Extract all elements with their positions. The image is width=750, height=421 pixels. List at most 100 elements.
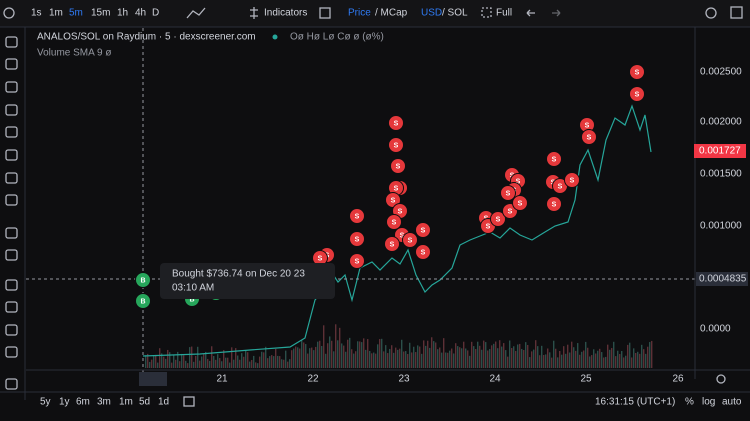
volume-bar [307,353,309,368]
volume-bar [459,347,461,368]
redo-icon[interactable] [552,9,561,17]
volume-bar [587,347,589,368]
interval-button[interactable]: D [152,8,159,19]
trade-marker[interactable] [384,236,400,252]
interval-button[interactable]: 1h [117,8,128,19]
trade-marker[interactable] [415,222,431,238]
scale-option[interactable]: log [702,397,715,408]
range-button[interactable]: 5y [40,397,51,408]
interval-button[interactable]: 1s [31,8,42,19]
volume-bar [533,349,535,368]
layout-icon[interactable] [319,7,331,19]
tool-icon[interactable] [5,36,18,48]
volume-bar [493,343,495,368]
trade-marker[interactable] [388,137,404,153]
scale-option[interactable]: % [685,397,694,408]
trade-marker[interactable] [388,115,404,131]
trade-marker[interactable] [490,211,506,227]
trade-marker[interactable] [349,253,365,269]
tool-icon[interactable] [5,346,18,358]
volume-bar [557,357,559,368]
fullscreen-icon[interactable] [481,7,492,18]
trade-marker[interactable] [512,195,528,211]
trade-marker[interactable] [629,64,645,80]
tool-icon[interactable] [5,324,18,336]
screenshot-icon[interactable] [730,6,743,19]
usd-toggle[interactable]: USD [421,8,442,19]
trade-marker[interactable] [402,232,418,248]
undo-icon[interactable] [526,9,535,17]
trade-marker[interactable] [546,151,562,167]
volume-bar [561,354,563,368]
trade-marker[interactable] [546,196,562,212]
tool-icon[interactable] [5,279,18,291]
range-button[interactable]: 6m [76,397,90,408]
range-button[interactable]: 1m [119,397,133,408]
indicators-icon[interactable] [250,7,258,19]
trade-marker[interactable] [135,293,151,309]
volume-bar [315,346,317,368]
volume-bar [343,345,345,368]
volume-bar [353,353,355,368]
volume-bar [645,353,647,368]
trade-marker[interactable] [386,214,402,230]
mcap-toggle[interactable]: / MCap [375,8,408,19]
volume-bar [463,341,465,368]
tool-icon[interactable] [5,172,18,184]
volume-bar [367,339,369,368]
trade-marker[interactable] [415,244,431,260]
volume-bar [193,361,195,368]
trade-marker[interactable] [349,208,365,224]
volume-bar [633,348,635,368]
range-button[interactable]: 5d [139,397,150,408]
volume-bar [227,357,229,368]
trade-marker[interactable] [349,231,365,247]
price-toggle[interactable]: Price [348,8,371,19]
indicators-button[interactable]: Indicators [264,8,307,19]
date-range-icon[interactable] [183,396,195,407]
trade-marker[interactable] [564,172,580,188]
sol-toggle[interactable]: / SOL [442,8,468,19]
volume-bar [247,352,249,368]
trade-marker[interactable] [390,158,406,174]
tool-icon[interactable] [5,58,18,70]
volume-bar [621,350,623,368]
tool-icon[interactable] [5,227,18,239]
trade-marker[interactable] [500,185,516,201]
tool-icon[interactable] [5,301,18,313]
scale-option[interactable]: auto [722,397,742,408]
trade-marker[interactable] [135,272,151,288]
volume-bar [273,356,275,368]
volume-bar [501,346,503,368]
marker-label: S [396,163,401,170]
range-button[interactable]: 1y [59,397,70,408]
volume-bar [173,355,175,368]
axis-settings-icon[interactable] [716,374,726,384]
volume-bar [267,358,269,368]
interval-button[interactable]: 1m [49,8,63,19]
interval-button[interactable]: 4h [135,8,146,19]
tool-icon[interactable] [5,194,18,206]
tool-icon[interactable] [5,149,18,161]
trade-marker[interactable] [629,86,645,102]
marker-label: S [421,249,426,256]
chart-type-icon[interactable] [186,7,206,19]
tool-icon[interactable] [5,104,18,116]
range-button[interactable]: 3m [97,397,111,408]
volume-bar [363,338,365,368]
tool-icon[interactable] [5,249,18,261]
volume-bar [603,357,605,368]
interval-button[interactable]: 5m [69,8,83,19]
range-button[interactable]: 1d [158,397,169,408]
trade-marker[interactable] [581,129,597,145]
volume-bar [377,344,379,368]
full-button[interactable]: Full [496,8,512,19]
volume-bar [205,351,207,368]
tooltip-line: Bought $736.74 on Dec 20 23 [172,269,305,280]
tool-icon[interactable] [5,378,18,390]
tool-icon[interactable] [5,126,18,138]
add-icon[interactable] [3,7,15,19]
tool-icon[interactable] [5,81,18,93]
settings-icon[interactable] [705,7,717,19]
interval-button[interactable]: 15m [91,8,110,19]
